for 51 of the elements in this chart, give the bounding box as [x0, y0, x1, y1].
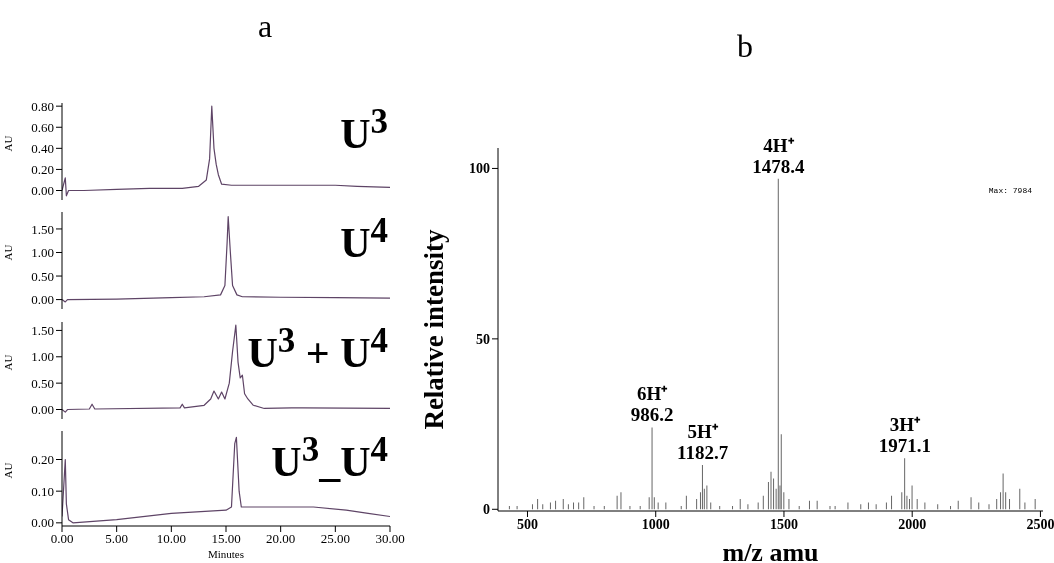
x-tick-label: 15.00 [211, 531, 241, 547]
annotation: 4H⁺ 1478.4 [752, 134, 806, 177]
y-tick-label: 100 [469, 161, 490, 177]
x-tick-label: 30.00 [375, 531, 405, 547]
chart-title: b [736, 28, 754, 65]
line-series [62, 324, 390, 413]
annotation: U$^{3}$ [340, 102, 388, 157]
y-axis-title: Relative intensity [418, 228, 449, 430]
x-axis-title: Minutes [207, 548, 245, 560]
y-tick-label: 1.00 [31, 349, 54, 365]
x-tick-label: 10.00 [156, 531, 186, 547]
y-tick-label: 0.00 [31, 292, 54, 308]
annotation: 5H⁺ 1182.7 [676, 420, 729, 463]
y-tick-label: 0.00 [31, 402, 54, 418]
y-tick-label: 0.50 [31, 268, 54, 284]
y-tick-label: 0.80 [31, 98, 54, 114]
y-tick-label: 0.00 [31, 183, 54, 199]
annotation: 6H⁺ 986.2 [630, 383, 674, 426]
y-axis-title: AU [1, 244, 14, 261]
y-axis-title: AU [1, 135, 14, 152]
x-tick-label: 20.00 [266, 531, 296, 547]
annotation: 3H⁺ 1971.1 [878, 414, 931, 457]
x-tick-label: 5.00 [105, 531, 129, 547]
annotation: U$^{4}$ [340, 211, 388, 266]
x-tick-label: 2500 [1026, 516, 1054, 532]
annotation: U$^{3}$ + U$^{4}$ [247, 321, 388, 376]
y-axis-title: AU [1, 354, 14, 371]
y-tick-label: 0.20 [31, 162, 54, 178]
x-tick-label: 2000 [898, 516, 927, 532]
x-tick-label: 1500 [769, 516, 798, 532]
y-tick-label: 0.40 [31, 140, 54, 156]
x-tick-label: 500 [516, 516, 538, 532]
y-tick-label: 1.50 [31, 221, 54, 237]
y-tick-label: 0 [483, 502, 490, 518]
y-tick-label: 0.50 [31, 375, 54, 391]
x-tick-label: 1000 [641, 516, 670, 532]
x-tick-label: 0.00 [50, 531, 74, 547]
line-series [62, 105, 390, 197]
y-tick-label: 0.20 [31, 452, 54, 468]
y-tick-label: 1.00 [31, 245, 54, 261]
y-tick-label: 0.60 [31, 119, 54, 135]
y-axis-title: AU [1, 462, 14, 479]
annotation: U$^{3}$_U$^{4}$ [271, 430, 388, 485]
line-series [62, 216, 390, 303]
chart-title: a [256, 8, 274, 45]
y-tick-label: 50 [476, 331, 490, 347]
annotation: Max: 7984 [988, 186, 1032, 195]
x-tick-label: 25.00 [320, 531, 350, 547]
x-axis-title: m/z amu [722, 538, 819, 563]
y-tick-label: 0.10 [31, 483, 54, 499]
y-tick-label: 1.50 [31, 323, 54, 339]
